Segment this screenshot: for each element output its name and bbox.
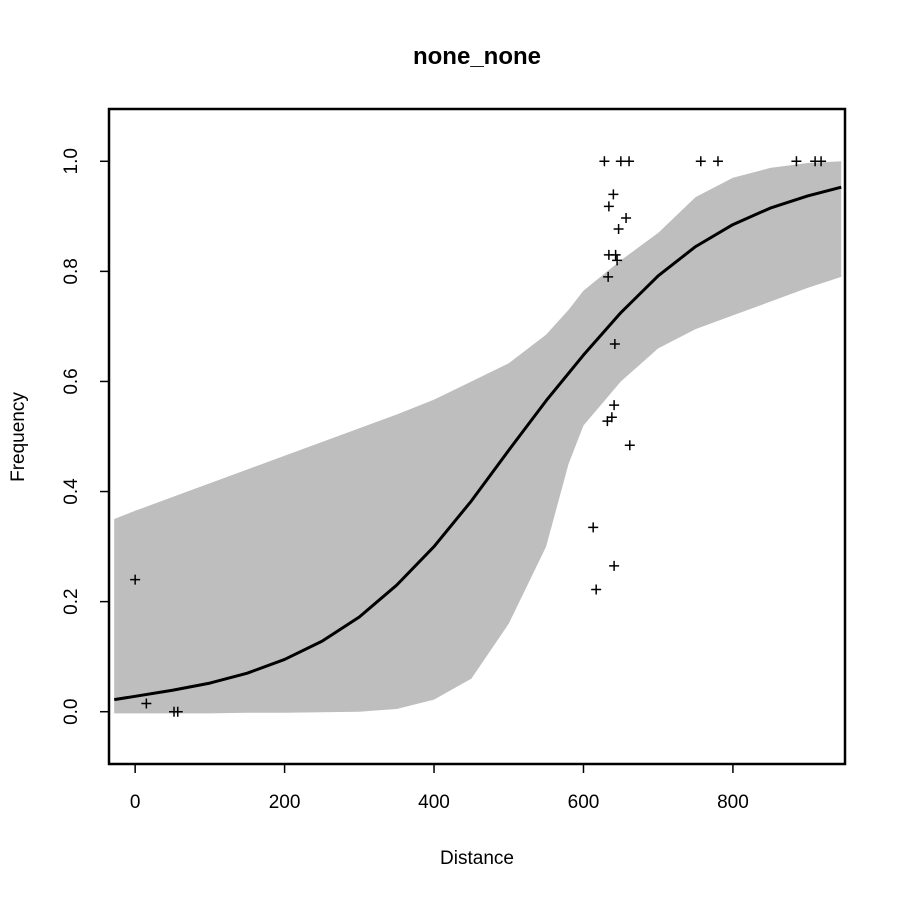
x-tick-label: 400 — [418, 792, 450, 813]
data-point — [588, 522, 599, 533]
x-tick-label: 800 — [717, 792, 749, 813]
fit-curve — [113, 185, 842, 702]
plot-frame — [107, 107, 847, 766]
fit-line-layer — [113, 185, 842, 702]
x-tick-label: 200 — [269, 792, 301, 813]
data-point — [613, 223, 624, 234]
data-point — [603, 201, 614, 212]
x-tick-label: 0 — [130, 792, 141, 813]
y-tick-label: 0.2 — [61, 588, 82, 614]
x-axis: 0 200 400 600 800 — [130, 764, 749, 813]
chart-title: none_none — [413, 43, 541, 70]
data-point — [609, 400, 620, 411]
x-axis-label: Distance — [440, 848, 514, 869]
data-point — [791, 156, 802, 167]
data-point — [609, 339, 620, 350]
data-point — [816, 156, 827, 167]
y-tick-label: 1.0 — [61, 148, 82, 174]
confidence-band-layer — [114, 161, 842, 714]
y-axis: 0.0 0.2 0.4 0.6 0.8 1.0 — [61, 148, 109, 725]
data-point — [695, 156, 706, 167]
y-tick-label: 0.6 — [61, 368, 82, 394]
y-tick-label: 0.4 — [61, 478, 82, 505]
data-point — [612, 255, 623, 266]
x-tick-label: 600 — [568, 792, 600, 813]
data-point — [610, 249, 621, 260]
data-point — [606, 412, 617, 423]
data-point — [130, 574, 141, 585]
data-point — [591, 584, 602, 595]
data-point — [609, 560, 620, 571]
y-axis-label: Frequency — [8, 392, 29, 482]
data-points-layer — [130, 156, 827, 717]
data-point — [141, 698, 152, 709]
data-point — [172, 706, 183, 717]
data-point — [624, 440, 635, 451]
data-point — [603, 271, 614, 282]
y-tick-label: 0.0 — [61, 698, 82, 724]
confidence-band — [114, 161, 842, 714]
data-point — [599, 156, 610, 167]
data-point — [621, 212, 632, 223]
data-point — [608, 189, 619, 200]
data-point — [624, 156, 635, 167]
data-point — [712, 156, 723, 167]
y-tick-label: 0.8 — [61, 258, 82, 284]
